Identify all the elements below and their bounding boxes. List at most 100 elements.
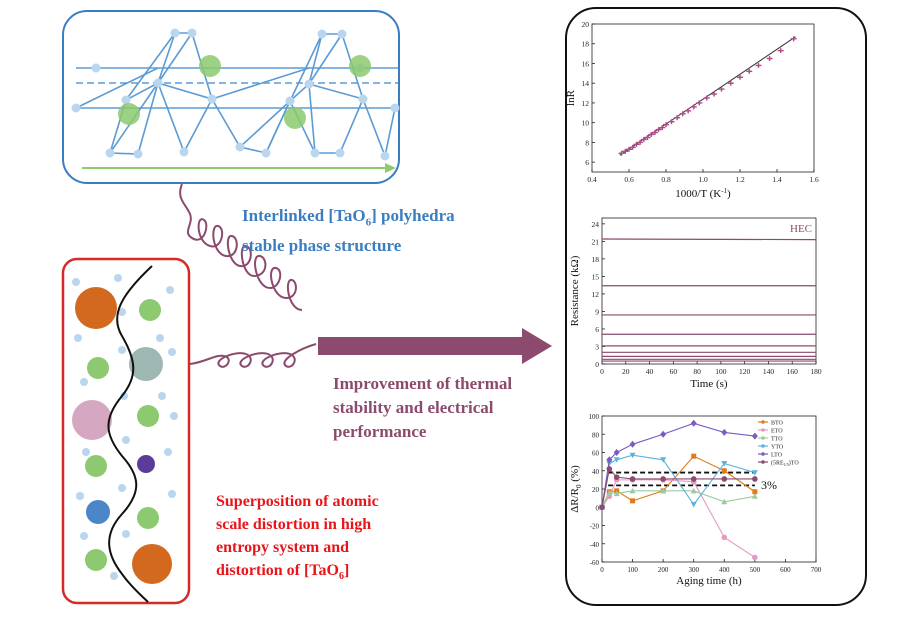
y-tick-label: 0	[595, 360, 599, 369]
series-line	[601, 490, 755, 508]
x-tick-label: 180	[810, 367, 822, 376]
series-marker	[660, 457, 667, 463]
y-tick-label: 12	[582, 99, 590, 108]
series-marker	[751, 432, 758, 440]
legend-marker	[761, 460, 765, 464]
series-marker	[751, 470, 758, 476]
x-tick-label: 0.4	[587, 175, 597, 184]
series-marker	[721, 460, 728, 467]
series-marker	[629, 452, 636, 459]
series-marker	[629, 440, 636, 448]
y-tick-label: 18	[592, 255, 600, 264]
arrhenius-chart: 0.4 0.6 0.8 1.0 1.2 1.4 1.6 6 8 10 12 14 16 18 20 1000/…	[565, 20, 819, 200]
x-tick-label: 0.6	[624, 175, 634, 184]
legend-label: (5RE1/5)TO	[771, 460, 799, 468]
y-tick-label: 20	[592, 486, 600, 494]
x-tick-label: 20	[622, 367, 630, 376]
tao6-polyhedra	[75, 31, 398, 159]
x-axis-label: Time (s)	[690, 378, 728, 390]
y-tick-label: 10	[582, 119, 590, 128]
series-marker	[629, 487, 636, 494]
series-marker	[629, 476, 636, 482]
y-tick-label: 21	[592, 237, 600, 246]
y-tick-label: -60	[590, 559, 600, 567]
x-tick-label: 600	[780, 566, 791, 574]
results-panel: 0.4 0.6 0.8 1.0 1.2 1.4 1.6 6 8 10 12 14 16 18 20 1000/…	[565, 7, 867, 606]
series-marker	[606, 460, 613, 467]
x-tick-label: 400	[719, 566, 730, 574]
x-axis-label: 1000/T (K-1)	[675, 187, 731, 200]
legend-label: YTO	[771, 445, 784, 451]
series-line	[601, 454, 756, 508]
x-tick-label: 1.4	[772, 175, 782, 184]
y-tick-label: 24	[592, 220, 600, 229]
series-marker	[752, 476, 758, 482]
improvement-caption: Improvement of thermal stability and ele…	[333, 374, 513, 441]
series-marker	[752, 489, 758, 495]
y-tick-label: 18	[582, 40, 590, 49]
series-marker	[599, 504, 605, 511]
series-marker	[690, 476, 697, 482]
series-marker	[691, 453, 697, 459]
y-tick-label: -20	[590, 523, 600, 531]
structure-frame	[62, 10, 400, 184]
y-tick-label: 40	[592, 468, 600, 476]
aging-chart: 0 100 200 300 400 500 600 700 -60 -40 -20 0 20 40 60 80…	[569, 413, 822, 587]
x-tick-label: 0.8	[661, 175, 671, 184]
series-marker	[690, 502, 697, 508]
structure-caption: Interlinked [TaO6] polyhedra stable phas…	[242, 206, 455, 256]
x-tick-label: 60	[670, 367, 678, 376]
series-marker	[721, 428, 728, 436]
legend-label: LTO	[771, 453, 783, 459]
series-line	[601, 467, 755, 508]
distortion-diagram	[61, 257, 191, 605]
series-marker	[752, 554, 758, 561]
polyhedra-structure-diagram	[62, 10, 400, 184]
x-tick-label: 160	[787, 367, 799, 376]
series-marker	[606, 466, 613, 472]
coupling-spring	[179, 184, 317, 368]
series-line	[601, 479, 756, 558]
improvement-arrow	[318, 328, 552, 364]
series-marker	[660, 430, 667, 438]
y-axis-label: ΔR/R0 (%)	[569, 465, 583, 513]
y-tick-label: 0	[596, 504, 600, 512]
series-marker	[630, 498, 636, 504]
series-marker	[690, 487, 697, 494]
y-tick-label: 15	[592, 272, 600, 281]
x-tick-label: 200	[658, 566, 669, 574]
distortion-wave	[107, 265, 153, 603]
resistance-time-chart: 0 20 40 60 80 100 120 140 160 180 0 3 6 9 12 15 18 21 24 HE…	[569, 217, 822, 390]
legend-label: ETO	[771, 429, 783, 435]
x-tick-label: 140	[763, 367, 775, 376]
legend-marker	[761, 452, 765, 456]
series-marker	[660, 487, 667, 494]
y-tick-label: 100	[589, 413, 600, 421]
series-marker	[721, 468, 727, 474]
x-tick-label: 100	[715, 367, 727, 376]
series-marker	[613, 449, 620, 456]
series-marker	[721, 498, 728, 505]
y-tick-label: 8	[585, 138, 589, 147]
series-marker	[613, 474, 620, 480]
y-tick-label: 20	[582, 20, 590, 29]
series-marker	[751, 493, 758, 499]
legend-marker	[761, 436, 765, 440]
series-marker	[606, 456, 613, 464]
x-axis-label: Aging time (h)	[676, 575, 742, 587]
series-marker	[613, 457, 620, 463]
plot-area	[601, 415, 817, 563]
x-tick-label: 1.0	[698, 175, 708, 184]
series-marker	[606, 489, 613, 496]
y-tick-label: 9	[595, 307, 599, 316]
series-marker	[721, 476, 728, 482]
y-tick-label: -40	[590, 541, 600, 549]
legend-marker	[761, 428, 765, 432]
y-axis-label: Resistance (kΩ)	[569, 255, 581, 326]
hec-label: HEC	[790, 223, 812, 235]
x-tick-label: 700	[811, 566, 822, 574]
series-marker	[660, 476, 666, 482]
resistance-trace	[601, 238, 817, 241]
y-tick-label: 80	[592, 431, 600, 439]
y-tick-label: 6	[595, 325, 599, 334]
